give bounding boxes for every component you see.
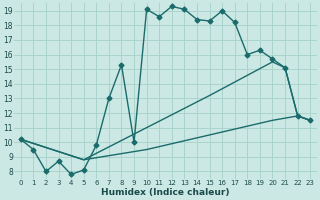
X-axis label: Humidex (Indice chaleur): Humidex (Indice chaleur)	[101, 188, 230, 197]
